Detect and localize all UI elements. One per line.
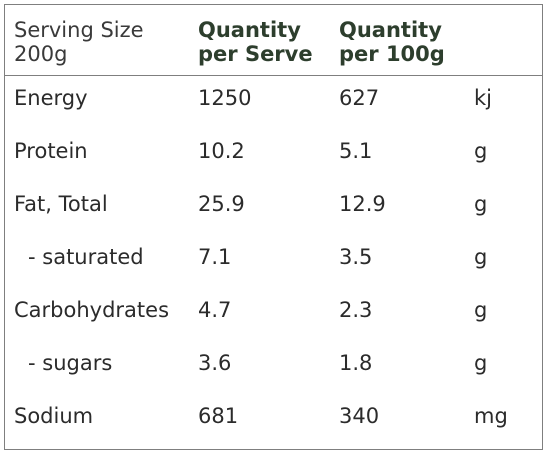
row-saturated-per-100g: 3.5	[339, 245, 373, 269]
row-sodium-per-100g: 340	[339, 404, 380, 428]
per-100g-header-line2: per 100g	[339, 42, 445, 66]
row-protein-per-serve: 10.2	[198, 139, 245, 163]
row-sugars-unit: g	[474, 351, 488, 375]
row-carbohydrates-per-100g: 2.3	[339, 298, 373, 322]
row-carbohydrates-per-serve: 4.7	[198, 298, 232, 322]
row-protein-label: Protein	[14, 139, 88, 163]
row-fat-total-per-serve: 25.9	[198, 192, 245, 216]
row-fat-total-label: Fat, Total	[14, 192, 108, 216]
row-protein-per-100g: 5.1	[339, 139, 373, 163]
row-saturated-unit: g	[474, 245, 488, 269]
row-sugars-per-100g: 1.8	[339, 351, 373, 375]
per-100g-header-line1: Quantity	[339, 18, 442, 42]
row-sodium-label: Sodium	[14, 404, 94, 428]
row-energy-per-serve: 1250	[198, 86, 252, 110]
header-divider	[5, 75, 542, 76]
per-serve-header-line2: per Serve	[198, 42, 313, 66]
serving-size-label: Serving Size	[14, 18, 144, 42]
row-energy-label: Energy	[14, 86, 88, 110]
per-serve-header-line1: Quantity	[198, 18, 301, 42]
row-sugars-per-serve: 3.6	[198, 351, 232, 375]
row-energy-per-100g: 627	[339, 86, 380, 110]
serving-size-value: 200g	[14, 42, 68, 66]
nutrition-info-table: Serving Size 200g Quantity per Serve Qua…	[4, 4, 543, 450]
row-fat-total-unit: g	[474, 192, 488, 216]
row-energy-unit: kj	[474, 86, 492, 110]
row-sugars-label: - sugars	[28, 351, 113, 375]
row-carbohydrates-unit: g	[474, 298, 488, 322]
row-saturated-label: - saturated	[28, 245, 144, 269]
row-sodium-per-serve: 681	[198, 404, 239, 428]
row-protein-unit: g	[474, 139, 488, 163]
row-saturated-per-serve: 7.1	[198, 245, 232, 269]
row-carbohydrates-label: Carbohydrates	[14, 298, 170, 322]
row-sodium-unit: mg	[474, 404, 508, 428]
row-fat-total-per-100g: 12.9	[339, 192, 386, 216]
